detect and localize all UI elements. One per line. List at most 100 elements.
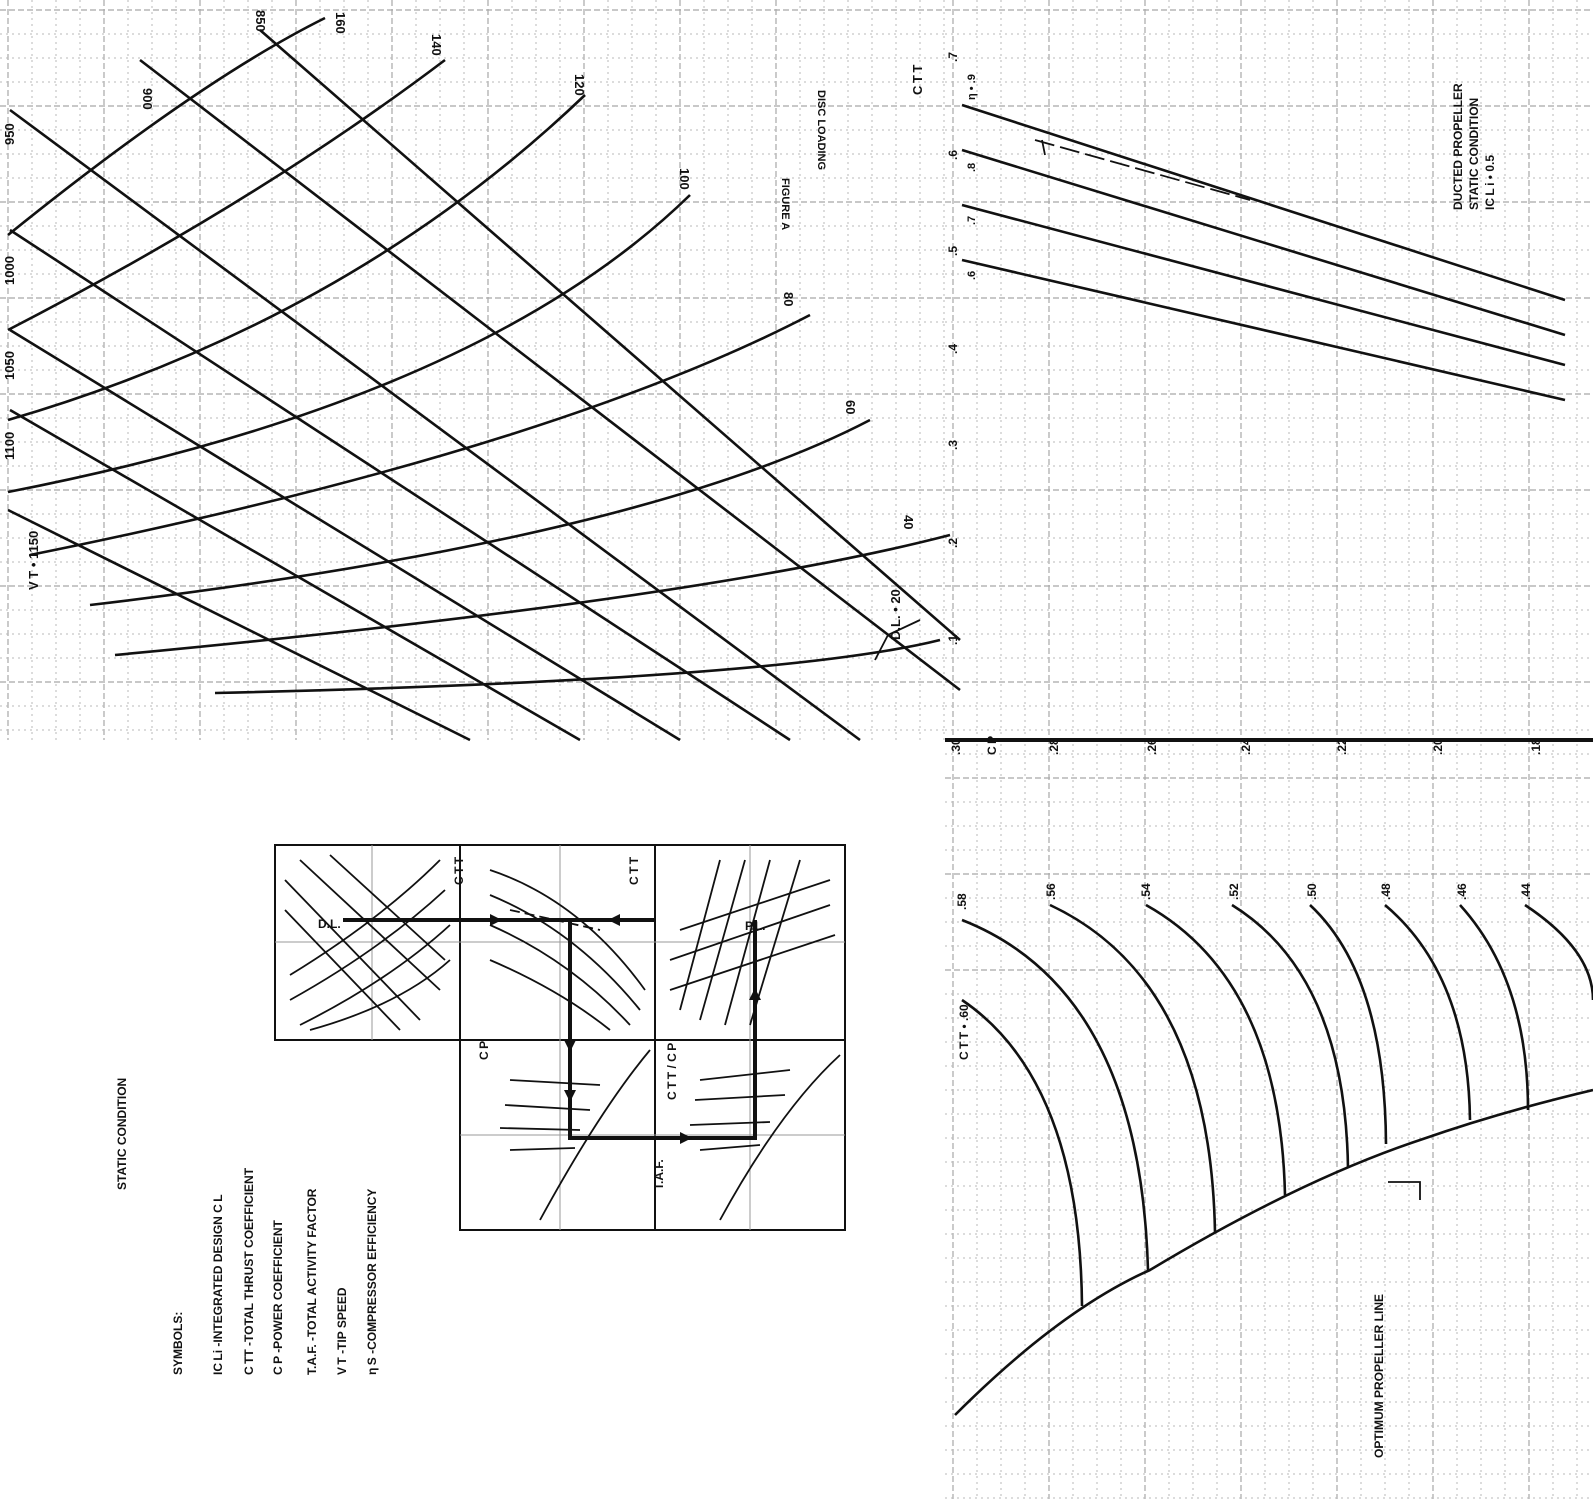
- key-inner-grid: [275, 845, 845, 1230]
- static-condition-label: STATIC CONDITION: [115, 1078, 129, 1190]
- key-cp-curves: [499, 1049, 651, 1221]
- cp-tick-22: .22: [1335, 738, 1349, 755]
- figure-a-subtitle: DISC LOADING: [815, 90, 827, 170]
- ctt-curve-0.44: [1524, 903, 1593, 1001]
- ctt-curve-0.54: [1145, 903, 1287, 1196]
- ctt-tick-6: .6: [946, 150, 960, 160]
- eta-label-0.8: .8: [966, 163, 978, 172]
- dl-curve-80: [29, 313, 811, 557]
- ctt-curve-label-0.56: .56: [1044, 883, 1058, 900]
- figure-a-title: FIGURE A: [779, 178, 791, 230]
- vt-label-1000: 1000: [2, 256, 17, 285]
- dl-curve-100: [7, 194, 691, 494]
- eta-line-0.6: [961, 258, 1566, 402]
- dl-curve-140: [7, 58, 446, 332]
- eta-detail-mark: [1041, 139, 1046, 156]
- ctt-curve-label-0.58: .58: [955, 893, 969, 910]
- vt-label-850: 850: [253, 10, 268, 32]
- ctt-curve-0.50: [1309, 904, 1388, 1145]
- vt-line-850: [259, 29, 961, 641]
- vt-line-1150: [7, 508, 471, 742]
- ctt-curve-0.56: [1049, 903, 1217, 1233]
- key-taf-label: T.A.F.: [652, 1159, 666, 1190]
- ctt-curve-0.48: [1384, 904, 1472, 1121]
- ctt-tick-3: .3: [946, 440, 960, 450]
- key-ctt-label-2: C T T: [627, 856, 641, 885]
- ducted-title: DUCTED PROPELLER: [1451, 83, 1465, 210]
- ctt-curve-0.60: [961, 998, 1084, 1307]
- ctt-curves-panel: C T T • .60 .58 .56 .54 .52 .50 .48 .46 …: [954, 883, 1593, 1458]
- key-dl-label: D.L.: [318, 917, 341, 931]
- symbol-taf: T.A.F. -TOTAL ACTIVITY FACTOR: [305, 1188, 319, 1375]
- dl-label-20: D.L. • 20: [888, 589, 903, 640]
- dl-curve-40: [114, 533, 951, 657]
- ctt-curve-label-0.50: .50: [1305, 883, 1319, 900]
- ctt-tick-2: .2: [946, 538, 960, 548]
- eta-label-0.6: .6: [966, 271, 978, 280]
- eta-line-0.9: [961, 103, 1566, 302]
- vt-label: V T • 1150: [26, 531, 41, 590]
- vt-line-900: [139, 58, 961, 692]
- key-solution-path: [343, 918, 757, 1140]
- dl-curve-60: [89, 418, 871, 607]
- key-ctt-curves: [489, 869, 646, 1031]
- key-ctt-cp-label: C T T / C P: [665, 1043, 679, 1100]
- eta-label-0.7: .7: [966, 216, 978, 225]
- dl-curve-20: [214, 638, 941, 695]
- eta-line-0.8: [961, 148, 1566, 337]
- key-cp-label: C P: [477, 1041, 491, 1060]
- ctt-tick-4: .4: [946, 344, 960, 354]
- ducted-icl: IC L i • 0.5: [1483, 155, 1497, 210]
- key-diagram: D.L. C T T C T T P.L. C P C T T / C P T.…: [274, 844, 846, 1231]
- dl-label-80: 80: [781, 292, 796, 306]
- ctt-tick-7: .7: [946, 52, 960, 62]
- ctt-curve-label-0.60: C T T • .60: [957, 1004, 971, 1060]
- cp-tick-18: .18: [1529, 738, 1543, 755]
- cp-tick-24: .24: [1239, 738, 1253, 755]
- cp-tick-30: .30: [949, 738, 963, 755]
- vt-label-950: 950: [2, 123, 17, 145]
- cp-tick-20: .20: [1431, 738, 1445, 755]
- ctt-curve-label-0.52: .52: [1227, 883, 1241, 900]
- cp-tick-26: .26: [1145, 738, 1159, 755]
- dl-leader-line: [874, 619, 921, 661]
- vt-label-900: 900: [140, 88, 155, 110]
- dl-label-140: 140: [429, 34, 444, 56]
- vt-line-1000: [9, 228, 791, 742]
- key-ctt-label-1: C T T: [452, 856, 466, 885]
- vt-line-950: [9, 108, 861, 742]
- vt-label-1100: 1100: [2, 432, 17, 460]
- figure-a-disc-loading: V T • 1150 1100 1050 1000 950 900 850 16…: [2, 10, 961, 742]
- cp-tick-28: .28: [1047, 738, 1061, 755]
- optimum-line-label: OPTIMUM PROPELLER LINE: [1372, 1294, 1386, 1458]
- eta-line-0.7: [961, 203, 1566, 367]
- symbol-eta: η S -COMPRESSOR EFFICIENCY: [365, 1189, 379, 1375]
- cp-axis: .30 C P .28 .26 .24 .22 .20 .18: [945, 736, 1593, 755]
- symbols-heading: SYMBOLS:: [171, 1312, 185, 1375]
- dl-label-40: 40: [901, 515, 916, 529]
- ctt-curve-label-0.48: .48: [1379, 883, 1393, 900]
- eta-dashed-detail: [1034, 139, 1251, 201]
- cp-axis-label: C P: [985, 736, 999, 755]
- symbol-ctt: C TT -TOTAL THRUST COEFFICIENT: [242, 1167, 256, 1375]
- dl-curve-160: [7, 16, 326, 237]
- ctt-curve-0.46: [1459, 904, 1530, 1111]
- key-pl-label: P.L.: [745, 919, 765, 933]
- symbol-cp: C P -POWER COEFFICIENT: [271, 1219, 285, 1375]
- ctt-curve-label-0.44: .44: [1519, 883, 1533, 900]
- eta-label-0.9: η • .9: [966, 74, 978, 100]
- ctt-curve-label-0.46: .46: [1455, 883, 1469, 900]
- ctt-tick-1: .1: [946, 635, 960, 645]
- ctt-curve-0.58: [961, 918, 1150, 1271]
- symbol-icl: IC Li -INTEGRATED DESIGN C L: [211, 1194, 225, 1375]
- ducted-propeller-panel: C T T .7 .6 .5 .4 .3 .2 .1 η • .9 .8 .7 …: [910, 52, 1566, 645]
- dl-label-60: 60: [843, 400, 858, 414]
- ctt-axis-label: C T T: [910, 64, 925, 95]
- optimum-propeller-line: [954, 1088, 1593, 1416]
- symbol-vt: V T -TIP SPEED: [335, 1287, 349, 1375]
- optimum-line-leader: [1388, 1181, 1421, 1200]
- key-arrows: [490, 914, 761, 1144]
- dl-label-160: 160: [333, 12, 348, 34]
- ctt-curve-0.52: [1231, 903, 1350, 1169]
